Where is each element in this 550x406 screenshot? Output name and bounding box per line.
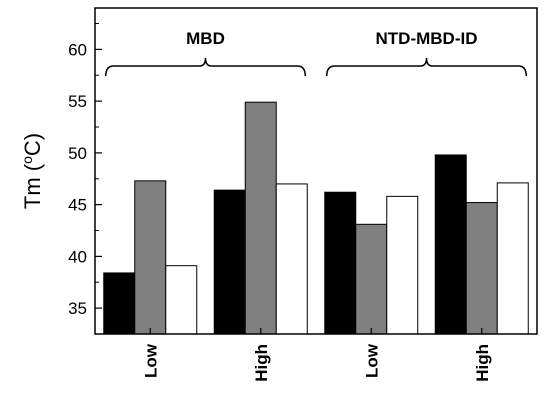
bar-1-1: [103, 272, 136, 335]
bar-3-4: [496, 182, 529, 335]
bar-1-3: [324, 191, 357, 335]
bar-2-4: [465, 202, 498, 335]
labels-layer: 35 40 45 50 55 60 Low High Low High Tm (oC) MBD NTD-…: [19, 29, 492, 382]
y-tick-label-55: 55: [68, 92, 87, 111]
bar-1-2: [213, 189, 246, 335]
y-axis-title: Tm (oC): [19, 133, 45, 209]
x-category-label-1: Low: [141, 343, 160, 378]
bar-2-3: [355, 223, 388, 335]
bar-2-2: [244, 101, 277, 335]
group-label-2: NTD-MBD-ID: [376, 29, 478, 48]
group-label-1: MBD: [186, 29, 225, 48]
bar-3-2: [275, 183, 308, 335]
group-bracket-1: [105, 57, 306, 77]
x-category-label-4: High: [473, 344, 492, 382]
bar-3-3: [386, 195, 419, 335]
group-bracket-2: [326, 57, 527, 77]
x-category-label-2: High: [252, 344, 271, 382]
y-tick-label-50: 50: [68, 144, 87, 163]
bar-2-1: [134, 180, 167, 335]
x-category-label-3: Low: [362, 343, 381, 378]
y-tick-label-40: 40: [68, 247, 87, 266]
axes-layer: [94, 7, 538, 335]
plot-frame: [94, 7, 538, 335]
bar-1-4: [434, 154, 467, 335]
bar-3-1: [165, 265, 198, 335]
y-tick-label-60: 60: [68, 40, 87, 59]
bars-layer: [103, 101, 529, 335]
y-tick-label-45: 45: [68, 196, 87, 215]
y-tick-label-35: 35: [68, 299, 87, 318]
group-brackets: [105, 57, 527, 77]
